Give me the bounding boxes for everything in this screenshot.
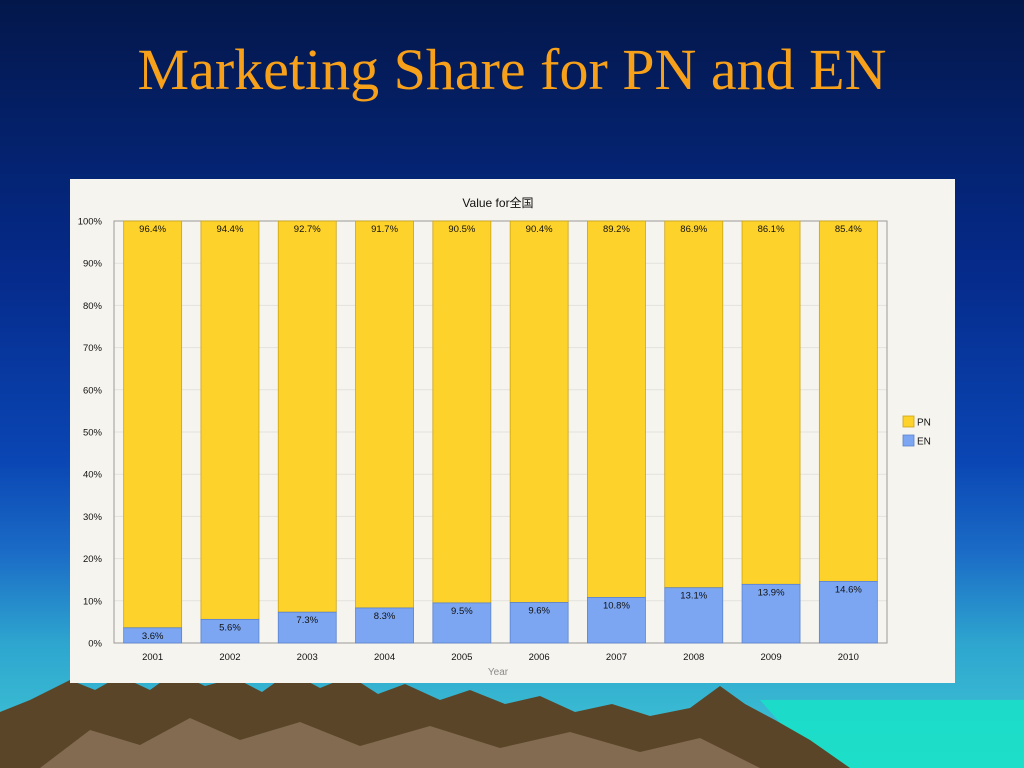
- data-label-pn: 86.9%: [680, 224, 707, 235]
- y-tick-label: 30%: [83, 512, 103, 523]
- stacked-bar-chart: Value for全国 96.4%3.6%94.4%5.6%92.7%7.3%9…: [78, 195, 931, 678]
- y-tick-label: 10%: [83, 596, 103, 607]
- data-label-en: 10.8%: [603, 600, 630, 611]
- bar-pn: [818, 220, 878, 582]
- data-label-en: 9.6%: [528, 605, 550, 616]
- slide-title: Marketing Share for PN and EN: [137, 37, 887, 102]
- y-tick-label: 70%: [83, 343, 103, 354]
- x-tick-label: 2010: [838, 652, 859, 663]
- data-label-en: 5.6%: [219, 622, 241, 633]
- sea-glow: [760, 700, 1024, 768]
- bar-pn: [123, 220, 183, 629]
- data-label-pn: 91.7%: [371, 224, 398, 235]
- x-axis-title: Year: [488, 667, 509, 678]
- data-label-pn: 85.4%: [835, 224, 862, 235]
- y-axis: 0% 10% 20% 30% 40% 50% 60% 70% 80% 90% 100%: [78, 217, 103, 650]
- y-tick-label: 40%: [83, 470, 103, 481]
- data-label-en: 13.1%: [680, 591, 707, 602]
- bar-en: [123, 627, 183, 644]
- data-label-en: 8.3%: [374, 611, 396, 622]
- data-label-pn: 89.2%: [603, 224, 630, 235]
- bar-en: [818, 580, 878, 644]
- data-labels-layer: 96.4% 3.6% 94.4% 5.6% 92.7% 7.3% 91.7% 8.3% 90.5…: [139, 224, 862, 642]
- bar-pn: [277, 220, 337, 613]
- bars-layer: [123, 220, 878, 644]
- data-label-pn: 96.4%: [139, 224, 166, 235]
- bar-en: [355, 607, 414, 644]
- legend-swatch-en: [902, 434, 915, 447]
- mountain-highlight: [40, 718, 760, 768]
- bar-en: [277, 611, 337, 644]
- y-tick-label: 100%: [78, 217, 103, 228]
- data-label-en: 3.6%: [142, 631, 164, 642]
- bar-pn: [432, 220, 492, 604]
- y-tick-label: 80%: [83, 301, 103, 312]
- x-tick-label: 2007: [606, 652, 627, 663]
- x-tick-label: 2009: [760, 652, 781, 663]
- legend-label-en: EN: [917, 437, 931, 448]
- legend: PN EN: [902, 415, 931, 448]
- x-tick-label: 2003: [297, 652, 318, 663]
- x-tick-label: 2001: [142, 652, 163, 663]
- data-label-pn: 94.4%: [216, 224, 243, 235]
- data-label-en: 13.9%: [758, 587, 785, 598]
- chart-title: Value for全国: [462, 195, 533, 210]
- y-tick-label: 90%: [83, 259, 103, 270]
- y-tick-label: 60%: [83, 385, 103, 396]
- plot-area: [113, 220, 888, 644]
- bar-pn: [200, 220, 260, 620]
- y-tick-label: 20%: [83, 554, 103, 565]
- bar-pn: [587, 220, 646, 598]
- bar-en: [664, 587, 724, 644]
- data-label-pn: 90.4%: [526, 224, 553, 235]
- bar-pn: [741, 220, 801, 585]
- x-tick-label: 2005: [451, 652, 472, 663]
- bar-en: [200, 618, 260, 644]
- y-tick-label: 50%: [83, 428, 103, 439]
- data-label-pn: 86.1%: [758, 224, 785, 235]
- x-tick-label: 2008: [683, 652, 704, 663]
- bar-pn: [355, 220, 414, 609]
- bar-pn: [664, 220, 724, 589]
- data-label-en: 14.6%: [835, 584, 862, 595]
- bar-en: [741, 583, 801, 644]
- data-label-en: 9.5%: [451, 606, 473, 617]
- bar-en: [587, 597, 646, 644]
- data-label-pn: 90.5%: [448, 224, 475, 235]
- y-tick-label: 0%: [88, 639, 102, 650]
- data-label-en: 7.3%: [296, 615, 318, 626]
- x-tick-label: 2002: [219, 652, 240, 663]
- legend-label-pn: PN: [917, 418, 931, 429]
- legend-swatch-pn: [902, 415, 915, 428]
- bar-pn: [509, 220, 569, 603]
- data-label-pn: 92.7%: [294, 224, 321, 235]
- x-axis: 2001 2002 2003 2004 2005 2006 2007 2008 2009 2010: [142, 652, 859, 663]
- x-tick-label: 2006: [529, 652, 550, 663]
- bar-en: [509, 602, 569, 644]
- bar-en: [432, 602, 492, 644]
- chart-panel: Value for全国 96.4% 3.6% 94.4% 5.6% 92.7% 7.3% 9…: [70, 179, 955, 683]
- x-tick-label: 2004: [374, 652, 395, 663]
